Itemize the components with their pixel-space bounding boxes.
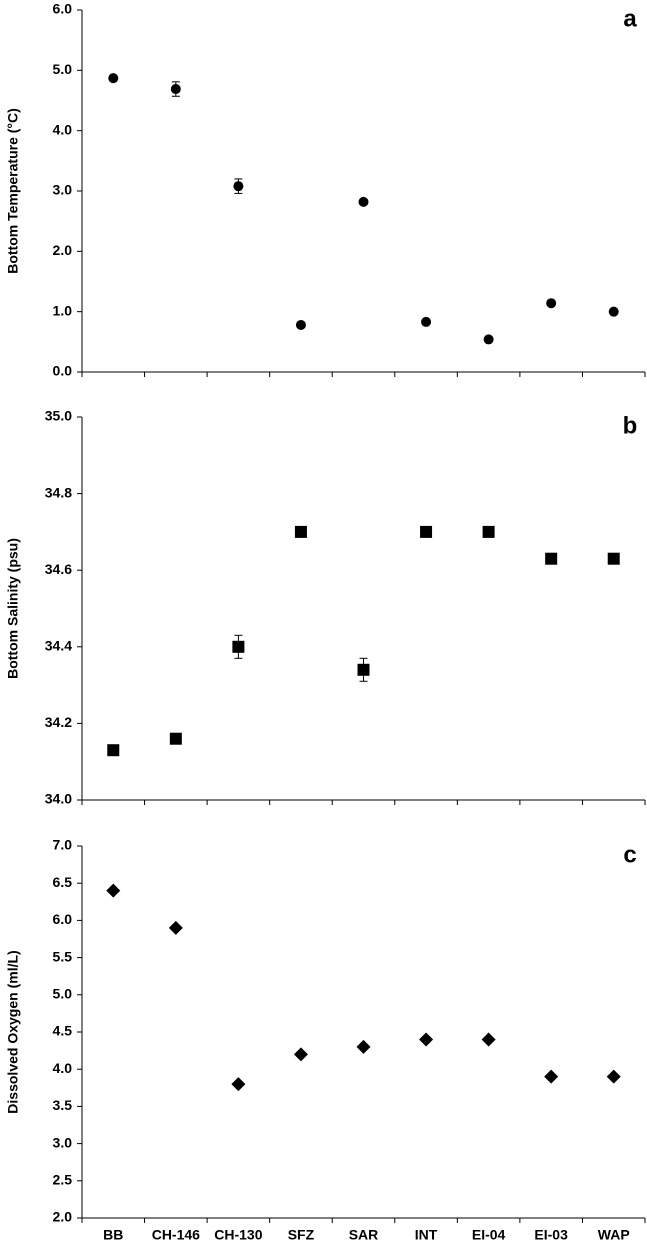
y-tick-label: 4.0 bbox=[53, 121, 73, 137]
y-tick-label: 2.0 bbox=[53, 242, 73, 258]
y-tick-label: 6.5 bbox=[53, 874, 73, 890]
panel-label: c bbox=[623, 841, 636, 868]
y-tick-label: 2.5 bbox=[53, 1172, 73, 1188]
data-point bbox=[421, 316, 432, 327]
data-point bbox=[168, 920, 183, 935]
y-tick-label: 3.0 bbox=[53, 182, 73, 198]
x-tick-label: SFZ bbox=[288, 1227, 315, 1243]
y-tick-label: 1.0 bbox=[53, 302, 73, 318]
data-point bbox=[420, 525, 433, 538]
data-point bbox=[231, 1077, 246, 1092]
y-tick-label: 34.4 bbox=[45, 638, 72, 654]
data-point bbox=[606, 1069, 621, 1084]
x-tick-label: EI-03 bbox=[534, 1227, 568, 1243]
y-tick-label: 34.6 bbox=[45, 561, 72, 577]
x-tick-label: BB bbox=[103, 1227, 123, 1243]
data-point bbox=[169, 732, 182, 745]
y-tick-label: 34.8 bbox=[45, 484, 72, 500]
data-point bbox=[357, 663, 370, 676]
y-tick-label: 34.0 bbox=[45, 791, 72, 807]
data-point bbox=[545, 552, 558, 565]
y-tick-label: 4.5 bbox=[53, 1023, 73, 1039]
data-point bbox=[170, 84, 181, 95]
data-point bbox=[233, 181, 244, 192]
y-axis-label: Bottom Salinity (psu) bbox=[5, 538, 21, 679]
data-point bbox=[482, 525, 495, 538]
x-tick-label: CH-130 bbox=[214, 1227, 262, 1243]
data-point bbox=[294, 525, 307, 538]
x-tick-label: EI-04 bbox=[472, 1227, 506, 1243]
data-point bbox=[295, 319, 306, 330]
y-tick-label: 35.0 bbox=[45, 408, 72, 424]
data-point bbox=[358, 196, 369, 207]
y-tick-label: 5.5 bbox=[53, 948, 73, 964]
x-tick-label: CH-146 bbox=[152, 1227, 200, 1243]
data-point bbox=[483, 334, 494, 345]
y-tick-label: 3.5 bbox=[53, 1097, 73, 1113]
panel-label: a bbox=[623, 5, 637, 32]
data-point bbox=[419, 1032, 434, 1047]
y-tick-label: 5.0 bbox=[53, 986, 73, 1002]
data-point bbox=[544, 1069, 559, 1084]
data-point bbox=[293, 1047, 308, 1062]
data-point bbox=[232, 640, 245, 653]
y-tick-label: 4.0 bbox=[53, 1060, 73, 1076]
data-point bbox=[108, 73, 119, 84]
y-tick-label: 3.0 bbox=[53, 1134, 73, 1150]
data-point bbox=[608, 306, 619, 317]
data-point bbox=[607, 552, 620, 565]
data-point bbox=[356, 1039, 371, 1054]
data-point bbox=[546, 298, 557, 309]
x-tick-label: SAR bbox=[349, 1227, 379, 1243]
panel-label: b bbox=[623, 412, 638, 439]
y-tick-label: 6.0 bbox=[53, 1, 73, 17]
y-tick-label: 7.0 bbox=[53, 837, 73, 853]
data-point bbox=[481, 1032, 496, 1047]
y-tick-label: 34.2 bbox=[45, 714, 72, 730]
y-tick-label: 0.0 bbox=[53, 363, 73, 379]
y-tick-label: 6.0 bbox=[53, 911, 73, 927]
x-tick-label: INT bbox=[415, 1227, 438, 1243]
y-axis-label: Bottom Temperature (°C) bbox=[5, 108, 21, 274]
data-point bbox=[106, 883, 121, 898]
y-axis-label: Dissolved Oxygen (ml/L) bbox=[5, 950, 21, 1113]
y-tick-label: 2.0 bbox=[53, 1209, 73, 1225]
y-tick-label: 5.0 bbox=[53, 61, 73, 77]
x-tick-label: WAP bbox=[598, 1227, 630, 1243]
data-point bbox=[107, 744, 120, 757]
